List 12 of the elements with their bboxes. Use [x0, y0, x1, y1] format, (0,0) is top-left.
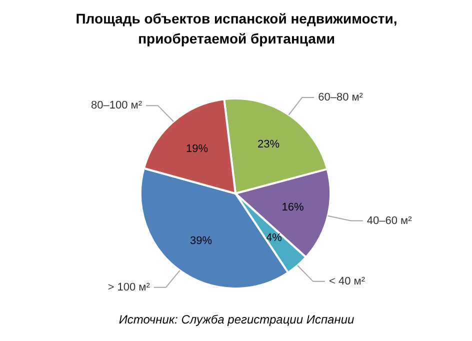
slice-label: < 40 м² — [328, 275, 366, 288]
chart-title: Площадь объектов испанской недвижимости, приобретаемой британцами — [76, 10, 398, 46]
text: Источник: Служба регистрации Испании — [118, 312, 355, 326]
data-label: 23% — [258, 138, 280, 151]
data-label: 39% — [190, 235, 212, 248]
data-label: 4% — [266, 232, 282, 244]
slice-label: 60–80 м² — [318, 92, 364, 104]
slice-label: 80–100 м² — [91, 100, 142, 112]
slice-label: 40–60 м² — [366, 214, 412, 227]
data-label: 19% — [186, 142, 208, 155]
data-label: 16% — [282, 201, 304, 214]
slice-label: > 100 м² — [108, 281, 150, 294]
